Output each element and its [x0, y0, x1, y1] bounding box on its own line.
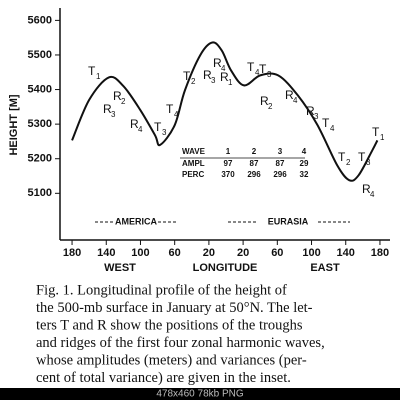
status-text: 478x460 78kb PNG [156, 389, 244, 400]
annotation-letter: T [338, 150, 346, 164]
inset-header: 1 [226, 147, 231, 156]
caption-line: Fig. 1. Longitudinal profile of the heig… [36, 282, 287, 298]
annotation-sub: 4 [174, 110, 179, 119]
annotation-letter: R [285, 88, 294, 102]
inset-header: 4 [302, 147, 307, 156]
y-axis-label: HEIGHT [M] [8, 94, 20, 155]
annotation-sub: 4 [138, 125, 143, 134]
annotation-sub: 4 [255, 68, 260, 77]
annotation-letter: T [154, 120, 162, 134]
caption-line: ters T and R show the positions of the t… [36, 317, 303, 333]
x-tick-label: 140 [337, 247, 355, 259]
x-tick-label: 20 [237, 247, 249, 259]
profile-line [71, 41, 379, 182]
inset-cell: PERC [182, 170, 204, 179]
annotation-sub: 1 [228, 78, 233, 87]
annotation-letter: R [362, 182, 371, 196]
x-tick-label: 180 [63, 247, 81, 259]
inset-cell: 296 [273, 170, 287, 179]
annotation-sub: 3 [111, 110, 116, 119]
x-tick-label: 20 [203, 247, 215, 259]
caption-line: and ridges of the first four zonal harmo… [36, 335, 325, 351]
inset-cell: 370 [221, 170, 235, 179]
inset-cell: 87 [250, 159, 259, 168]
annotation-sub: 3 [162, 128, 167, 137]
inset-header: WAVE [182, 147, 206, 156]
annotation-letter: T [166, 102, 174, 116]
annotation-letter: R [213, 56, 222, 70]
region-eurasia: EURASIA [228, 216, 350, 226]
annotation-letter: R [103, 102, 112, 116]
annotation-sub: 1 [96, 72, 101, 81]
y-tick-label: 5600 [28, 14, 52, 26]
caption-line: whose amplitudes (meters) and variances … [36, 352, 307, 368]
region-label: EURASIA [268, 216, 309, 226]
inset-header: 3 [278, 147, 283, 156]
region-america: AMERICA [95, 216, 178, 226]
x-tick-label: 180 [371, 247, 389, 259]
annotation-sub: 3 [211, 76, 216, 85]
annotation-letter: R [113, 89, 122, 103]
x-tick-label: 100 [302, 247, 320, 259]
inset-cell: 87 [276, 159, 285, 168]
y-tick-label: 5400 [28, 83, 52, 95]
inset-header: 2 [252, 147, 257, 156]
inset-cell: 97 [224, 159, 233, 168]
annotation-letter: R [203, 68, 212, 82]
x-tick-label: 60 [169, 247, 181, 259]
annotation-sub: 3 [267, 70, 272, 79]
annotation-letter: T [322, 116, 330, 130]
annotation-letter: R [130, 117, 139, 131]
x-tick-label: 100 [131, 247, 149, 259]
inset-cell: 296 [247, 170, 261, 179]
annotation-sub: 2 [346, 158, 351, 167]
y-tick-label: 5100 [28, 187, 52, 199]
annotation-sub: 2 [191, 77, 196, 86]
annotation-sub: 3 [314, 112, 319, 121]
annotation-letter: T [88, 64, 96, 78]
annotation-letter: R [306, 104, 315, 118]
annotation-letter: T [358, 150, 366, 164]
annotation-sub: 3 [366, 158, 371, 167]
annotation-sub: 2 [268, 102, 273, 111]
caption-line: the 500-mb surface in January at 50°N. T… [36, 300, 313, 316]
x-axis-label: LONGITUDE [193, 262, 258, 274]
y-tick-label: 5300 [28, 118, 52, 130]
annotation-letter: R [220, 70, 229, 84]
status-bar [0, 388, 400, 400]
annotation-letter: T [183, 69, 191, 83]
caption-line: cent of total variance) are given in the… [36, 370, 291, 386]
annotation-sub: 4 [370, 190, 375, 199]
annotation-sub: 4 [221, 64, 226, 73]
inset-cell: AMPL [182, 159, 205, 168]
annotation-letter: T [372, 125, 380, 139]
inset-cell: 29 [300, 159, 309, 168]
region-label: AMERICA [115, 216, 157, 226]
x-tick-label: 140 [97, 247, 115, 259]
x-tick-label: 60 [271, 247, 283, 259]
annotation-sub: 2 [121, 97, 126, 106]
annotation-sub: 4 [330, 124, 335, 133]
annotation-letter: R [260, 94, 269, 108]
x-side-label: WEST [104, 262, 136, 274]
y-tick-label: 5500 [28, 49, 52, 61]
x-side-label: EAST [310, 262, 340, 274]
y-tick-label: 5200 [28, 153, 52, 165]
annotation-sub: 1 [380, 133, 385, 142]
annotation-letter: T [259, 62, 267, 76]
annotation-letter: T [247, 60, 255, 74]
inset-cell: 32 [300, 170, 309, 179]
annotation-sub: 4 [293, 96, 298, 105]
